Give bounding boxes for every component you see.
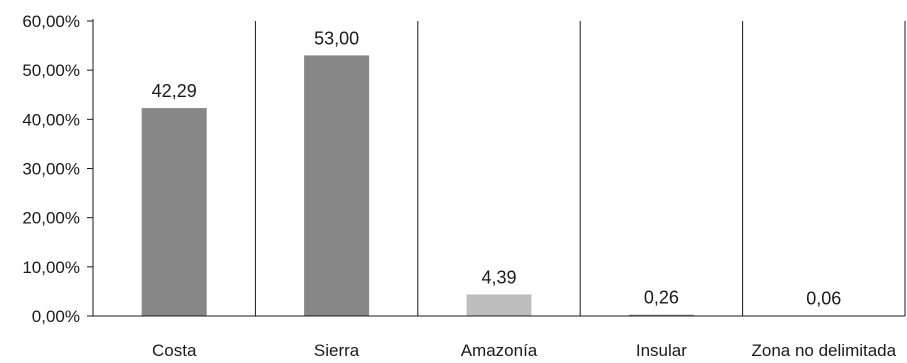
- bar: [141, 108, 207, 317]
- data-label: 0,26: [644, 288, 679, 308]
- x-tick-label: Insular: [636, 341, 687, 360]
- y-tick-label: 60,00%: [22, 12, 80, 31]
- y-tick-label: 40,00%: [22, 110, 80, 129]
- data-label: 42,29: [152, 81, 197, 101]
- y-tick-label: 0,00%: [32, 307, 80, 326]
- y-tick-label: 30,00%: [22, 160, 80, 179]
- bar: [304, 55, 370, 317]
- y-tick-label: 50,00%: [22, 61, 80, 80]
- category-separators: [254, 21, 906, 316]
- data-label: 4,39: [481, 267, 516, 287]
- data-label: 0,06: [806, 289, 841, 309]
- labels: 42,29 Costa 53,00 Sierra 4,39 Amazonía 0,26 Ins…: [22, 12, 896, 360]
- x-tick-label: Costa: [152, 341, 197, 360]
- bar: [466, 294, 532, 316]
- x-tick-label: Amazonía: [461, 341, 538, 360]
- bar: [628, 314, 694, 316]
- axes: [87, 19, 905, 317]
- y-tick-label: 20,00%: [22, 209, 80, 228]
- x-tick-label: Zona no delimitada: [752, 341, 897, 360]
- bars: [141, 55, 857, 317]
- y-tick-label: 10,00%: [22, 258, 80, 277]
- data-label: 53,00: [314, 28, 359, 48]
- x-tick-label: Sierra: [314, 341, 360, 360]
